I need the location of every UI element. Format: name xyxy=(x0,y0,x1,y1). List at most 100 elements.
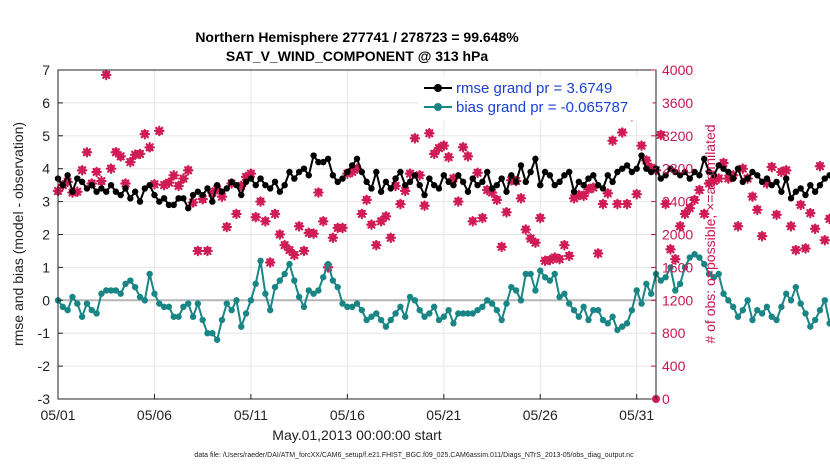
rmse-point xyxy=(551,181,558,189)
bias-point xyxy=(257,257,264,265)
rmse-point xyxy=(609,178,616,186)
obs-assimilated-point xyxy=(153,125,165,137)
rmse-point xyxy=(455,172,462,179)
right-tick-label: 3200 xyxy=(662,128,693,144)
rmse-point xyxy=(228,178,235,186)
bias-point xyxy=(676,280,684,288)
bias-point xyxy=(204,330,211,337)
rmse-point xyxy=(160,195,168,202)
bias-point xyxy=(696,254,703,261)
rmse-point xyxy=(426,175,433,182)
bias-point xyxy=(83,300,91,307)
bias-point xyxy=(778,303,785,311)
rmse-point xyxy=(512,178,520,186)
bias-point xyxy=(88,306,95,314)
obs-assimilated-point xyxy=(607,135,618,147)
bias-point xyxy=(266,306,274,314)
rmse-point xyxy=(416,181,423,189)
bias-point xyxy=(705,270,713,278)
x-tick-label: 05/01 xyxy=(40,407,75,423)
bias-point xyxy=(103,287,110,294)
obs-assimilated-point xyxy=(477,212,488,224)
obs-assimilated-point xyxy=(612,198,623,210)
rmse-point xyxy=(353,155,361,163)
bias-point xyxy=(565,300,573,307)
x-tick-label: 05/31 xyxy=(619,407,654,423)
bias-point xyxy=(93,310,100,317)
bias-point xyxy=(754,306,761,314)
rmse-point xyxy=(300,165,308,172)
bias-point xyxy=(590,306,597,314)
bias-point xyxy=(382,323,390,330)
bias-point xyxy=(503,300,510,307)
rmse-point xyxy=(266,185,274,192)
rmse-point xyxy=(339,175,346,182)
bias-point xyxy=(180,303,187,311)
x-axis-label: May.01,2013 00:00:00 start xyxy=(272,427,442,443)
rmse-point xyxy=(247,175,255,182)
left-tick-label: 3 xyxy=(42,194,50,210)
obs-assimilated-point xyxy=(356,208,368,220)
rmse-point xyxy=(749,168,756,176)
rmse-point xyxy=(604,172,611,179)
bias-point xyxy=(406,293,414,301)
bias-point xyxy=(74,300,81,307)
obs-assimilated-point xyxy=(327,232,339,244)
bias-point xyxy=(141,297,149,304)
obs-assimilated-point xyxy=(588,182,599,193)
bias-point xyxy=(353,300,361,307)
obs-assimilated-point xyxy=(134,148,146,160)
rmse-point xyxy=(286,168,293,176)
obs-assimilated-point xyxy=(674,220,686,232)
bias-point xyxy=(98,290,105,297)
obs-assimilated-point xyxy=(71,186,83,198)
rmse-point xyxy=(662,172,669,179)
rmse-series xyxy=(54,152,830,212)
rmse-point xyxy=(546,172,554,179)
bias-point xyxy=(773,316,780,324)
rmse-point xyxy=(657,175,665,182)
legend-bias-label: bias grand pr = -0.065787 xyxy=(456,99,628,116)
bias-point xyxy=(175,313,182,320)
obs-assimilated-point xyxy=(284,244,295,256)
x-tick-label: 05/21 xyxy=(426,407,461,423)
bias-point xyxy=(320,274,327,281)
obs-assimilated-point xyxy=(187,197,199,208)
rmse-point xyxy=(363,178,370,186)
right-tick-label: 400 xyxy=(662,358,686,374)
obs-assimilated-point xyxy=(414,169,425,181)
bias-point xyxy=(633,287,640,294)
obs-assimilated-point xyxy=(317,216,329,227)
bias-point xyxy=(464,310,472,317)
rmse-point xyxy=(305,172,312,179)
rmse-point xyxy=(329,172,337,179)
rmse-point xyxy=(334,178,341,186)
rmse-point xyxy=(348,162,356,169)
bias-point xyxy=(508,283,515,291)
rmse-point xyxy=(522,178,529,186)
bias-point xyxy=(691,251,698,258)
bias-point xyxy=(672,287,679,294)
obs-assimilated-point xyxy=(279,239,290,251)
left-axis-label: rmse and bias (model - observation) xyxy=(10,122,26,346)
rmse-point xyxy=(291,175,298,182)
bias-point xyxy=(286,260,293,268)
obs-assimilated-point xyxy=(501,206,512,218)
rmse-point xyxy=(503,188,510,195)
obs-assimilated-point xyxy=(718,157,729,169)
obs-assimilated-point xyxy=(390,180,401,192)
rmse-point xyxy=(189,191,197,199)
obs-assimilated-point xyxy=(96,175,107,187)
bias-point xyxy=(377,316,385,324)
bias-point xyxy=(541,274,549,281)
bias-point xyxy=(402,313,409,320)
bias-point xyxy=(532,287,539,294)
bias-point xyxy=(344,303,351,311)
obs-assimilated-point xyxy=(457,142,469,153)
bias-point xyxy=(276,277,284,284)
rmse-point xyxy=(151,191,158,199)
rmse-point xyxy=(469,175,476,182)
rmse-point xyxy=(479,178,486,186)
obs-assimilated-point xyxy=(698,208,710,220)
obs-assimilated-point xyxy=(404,168,416,179)
